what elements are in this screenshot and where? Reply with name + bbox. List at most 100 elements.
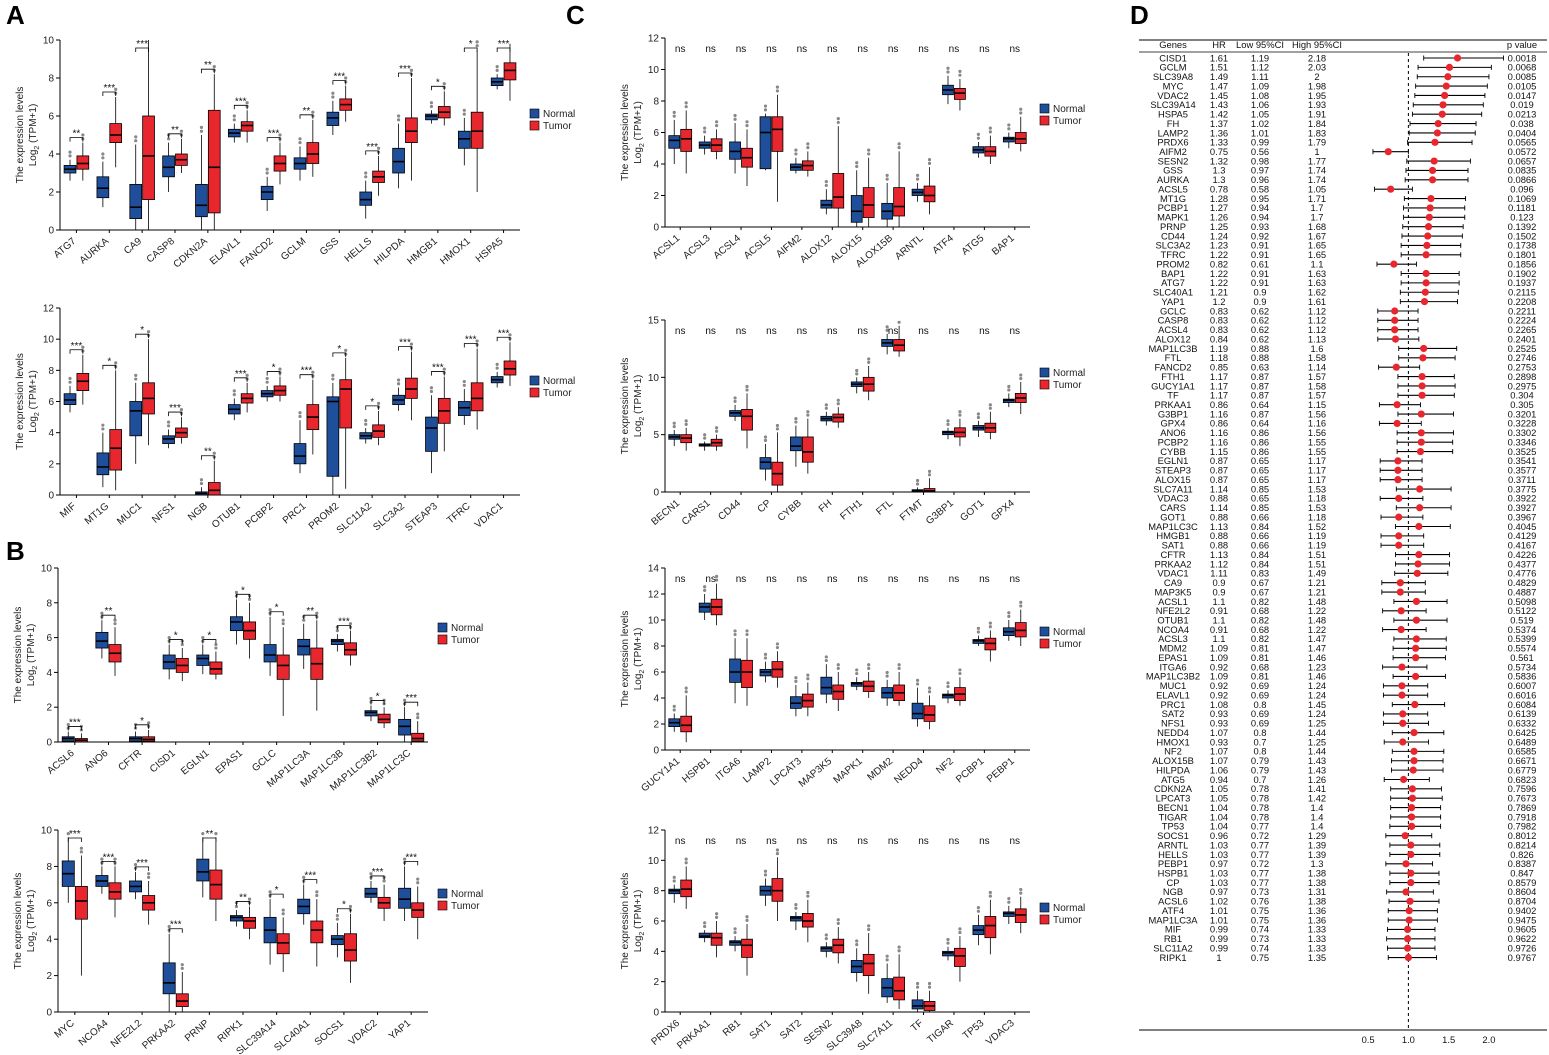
p-value: 0.0866 xyxy=(1508,174,1537,185)
outlier-point xyxy=(806,413,810,417)
significance-bracket xyxy=(135,47,149,52)
significance-bracket xyxy=(370,700,385,705)
high-ci-value: 1.21 xyxy=(1308,577,1326,588)
x-tick-label: ITGA6 xyxy=(714,756,744,783)
y-tick-label: 6 xyxy=(653,917,659,928)
box-tumor-muc1 xyxy=(142,330,155,446)
forest-row: PCBP2 1.16 0.86 1.55 0.3346 xyxy=(1158,436,1537,447)
hr-value: 1.08 xyxy=(1210,699,1228,710)
outlier-point xyxy=(855,368,859,373)
outlier-point xyxy=(364,422,368,426)
box-tumor-ftl xyxy=(893,320,905,357)
box-normal-pcbp2 xyxy=(260,376,274,402)
outlier-point xyxy=(897,142,901,146)
box-body xyxy=(196,654,210,666)
box-body xyxy=(680,715,693,733)
hr-point xyxy=(1398,691,1406,699)
forest-row: PEBP1 0.97 0.72 1.3 0.8387 xyxy=(1158,858,1536,869)
x-tick-label: ATF4 xyxy=(931,233,957,257)
outlier-point xyxy=(806,894,810,898)
hr-value: 1.14 xyxy=(1210,502,1228,513)
box-body xyxy=(862,187,875,218)
outlier-point xyxy=(214,646,218,650)
forest-row: HELLS 1.03 0.77 1.39 0.826 xyxy=(1158,849,1534,860)
p-value: 0.5374 xyxy=(1508,624,1537,635)
outlier-point xyxy=(703,585,707,589)
outlier-point xyxy=(745,629,749,633)
hr-point xyxy=(1442,82,1450,90)
box-body xyxy=(129,401,143,437)
forest-row: TFRC 1.22 0.91 1.65 0.1801 xyxy=(1161,249,1537,260)
x-tick-label: GUCY1A1 xyxy=(639,756,682,795)
gene-name: CISD1 xyxy=(1159,52,1187,63)
significance-label: ns xyxy=(949,574,960,585)
outlier-point xyxy=(946,422,950,426)
hr-value: 1.42 xyxy=(1210,109,1228,120)
legend-swatch-tumor xyxy=(529,387,540,398)
hr-point xyxy=(1431,138,1439,146)
significance-bracket xyxy=(266,137,281,142)
box-normal-ripk1 xyxy=(229,901,243,927)
box-normal-prom2 xyxy=(326,373,340,495)
outlier-point xyxy=(855,943,859,947)
box-tumor-socs1 xyxy=(344,904,357,983)
significance-label: ns xyxy=(1010,574,1021,585)
gene-name: NCOA4 xyxy=(1157,624,1189,635)
outlier-point xyxy=(376,146,381,150)
outlier-point xyxy=(684,690,688,694)
box-body xyxy=(405,117,418,144)
outlier-point xyxy=(927,686,932,690)
x-tick-label: SLC3A2 xyxy=(371,501,407,534)
box-normal-mt1g xyxy=(96,423,110,488)
outlier-point xyxy=(715,120,719,124)
significance-label: ns xyxy=(675,44,686,55)
x-tick-label: 1.5 xyxy=(1442,1034,1455,1045)
hr-value: 1.17 xyxy=(1210,371,1228,382)
x-tick-label: ATG7 xyxy=(52,236,79,261)
box-tumor-pebp1 xyxy=(1014,600,1027,646)
outlier-point xyxy=(508,333,512,337)
x-tick-label: TF xyxy=(909,1018,925,1034)
high-ci-value: 1.53 xyxy=(1308,483,1326,494)
significance-label: ns xyxy=(705,574,716,585)
gene-name: CDKN2A xyxy=(1154,783,1193,794)
box-tumor-atf4 xyxy=(954,69,966,111)
box-normal-aurka xyxy=(96,152,110,208)
gene-name: CA9 xyxy=(1164,577,1182,588)
y-tick-label: 6 xyxy=(48,112,54,123)
box-body xyxy=(195,183,208,218)
outlier-point xyxy=(201,832,205,836)
box-body xyxy=(209,661,223,675)
hr-point xyxy=(1417,429,1425,437)
x-tick-label: NGB xyxy=(186,501,210,524)
x-tick-label: STEAP3 xyxy=(403,501,440,534)
low-ci-value: 0.99 xyxy=(1251,137,1269,148)
forest-row: AURKA 1.3 0.96 1.74 0.0866 xyxy=(1157,174,1537,185)
forest-row: ALOX15 0.87 0.65 1.17 0.3711 xyxy=(1155,474,1536,485)
y-axis-label: The expression levels Log2 (TPM+1) xyxy=(13,607,39,704)
box-normal-ncoa4 xyxy=(95,857,109,894)
box-tumor-hspa5 xyxy=(503,43,517,101)
p-value: 0.0018 xyxy=(1508,52,1537,63)
low-ci-value: 0.9 xyxy=(1253,296,1266,307)
p-value: 0.4129 xyxy=(1508,530,1537,541)
outlier-point xyxy=(396,114,401,118)
outlier-point xyxy=(245,101,249,105)
outlier-point xyxy=(915,478,920,483)
p-value: 0.123 xyxy=(1510,212,1533,223)
significance-bracket xyxy=(102,91,117,96)
significance-label: ns xyxy=(918,44,929,55)
box-body xyxy=(129,183,143,219)
significance-bracket xyxy=(101,861,116,866)
low-ci-value: 0.68 xyxy=(1251,624,1269,635)
outlier-point xyxy=(855,939,859,943)
outlier-point xyxy=(311,370,315,374)
significance-label: ns xyxy=(949,44,960,55)
low-ci-value: 0.79 xyxy=(1251,764,1269,775)
p-value: 0.5122 xyxy=(1508,605,1537,616)
hr-value: 1.47 xyxy=(1210,80,1228,91)
outlier-point xyxy=(409,342,414,346)
y-tick-label: 0 xyxy=(653,223,659,234)
box-body xyxy=(109,429,123,471)
